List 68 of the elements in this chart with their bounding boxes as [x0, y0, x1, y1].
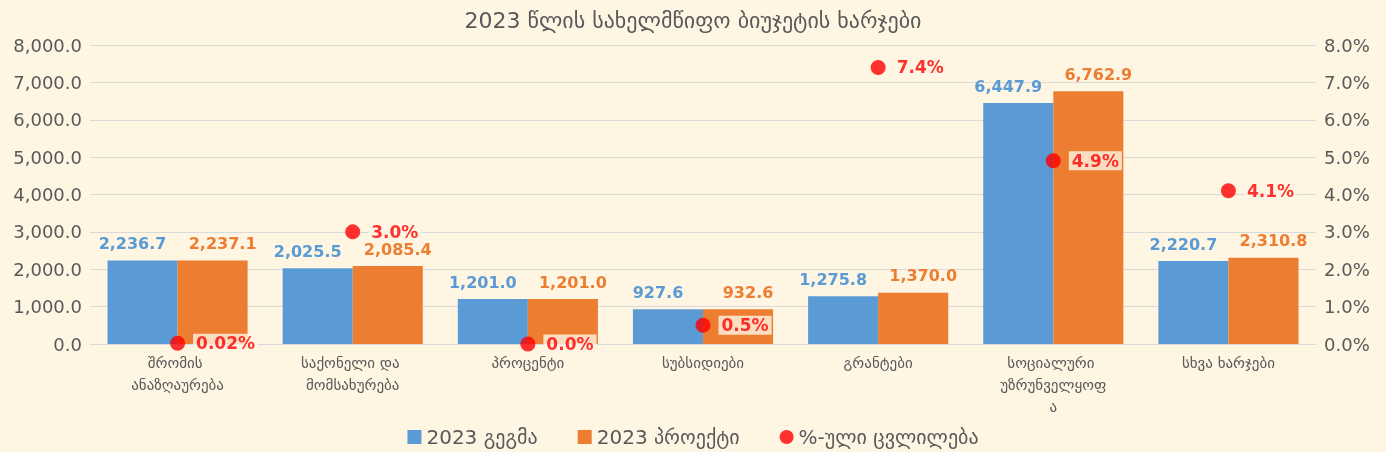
y-tick-label: 4,000.0 [13, 184, 82, 205]
data-label: 1,201.0 [448, 272, 517, 292]
x-tick-label: შრომის ანაზღაურება [131, 354, 224, 394]
data-label: 7.4% [896, 57, 944, 78]
data-label: 2,220.7 [1149, 234, 1218, 254]
y2-tick-label: 2.0% [1324, 258, 1370, 280]
data-label: 2,310.8 [1239, 231, 1308, 251]
bar [983, 103, 1054, 344]
chart-title: 2023 წლის სახელმწიფო ბიუჯეტის ხარჯები [464, 7, 922, 33]
data-label: 0.0% [546, 334, 594, 354]
data-label: 2,085.4 [363, 239, 432, 259]
y2-tick-label: 3.0% [1324, 221, 1370, 243]
x-tick-label: საქონელი და მომსახურება [300, 354, 405, 394]
x-tick-label: სუბსიდიები [661, 354, 745, 372]
y-tick-label: 8,000.0 [13, 34, 82, 56]
data-label: 6,447.9 [974, 76, 1043, 96]
point [520, 336, 536, 352]
y2-tick-label: 4.0% [1324, 184, 1370, 205]
legend-label: 2023 გეგმა [426, 425, 538, 449]
bar [632, 309, 703, 344]
legend-label: %-ული ცვლილება [798, 425, 979, 449]
data-label: 2,236.7 [98, 233, 167, 253]
bar [1053, 91, 1124, 344]
y-tick-label: 0.0 [53, 333, 82, 355]
data-label: 2,237.1 [188, 233, 257, 253]
y-tick-label: 2,000.0 [13, 258, 82, 280]
point [1045, 153, 1061, 169]
data-label: 1,370.0 [889, 266, 958, 286]
x-tick-label: პროცენტი [491, 354, 565, 372]
point [1220, 183, 1236, 199]
x-tick-label: სოციალური უზრუნველყოფა [1000, 354, 1107, 416]
data-label: 1,201.0 [538, 272, 607, 292]
y-tick-label: 7,000.0 [13, 71, 82, 93]
data-label: 927.6 [632, 282, 684, 302]
data-label: 0.02% [196, 333, 256, 354]
bar [1228, 257, 1299, 344]
bar [878, 292, 949, 344]
bar [282, 268, 353, 344]
y2-tick-label: 6.0% [1324, 109, 1370, 131]
y2-tick-label: 0.0% [1324, 333, 1370, 355]
point [170, 335, 186, 351]
data-label: 4.1% [1246, 180, 1295, 201]
point [345, 224, 361, 240]
data-label: 4.9% [1071, 150, 1119, 171]
data-label: 932.6 [722, 282, 774, 302]
data-label: 1,275.8 [799, 269, 868, 289]
y2-tick-label: 8.0% [1324, 34, 1370, 56]
data-label: 3.0% [371, 221, 419, 242]
point [695, 317, 711, 333]
bar [1158, 261, 1229, 344]
y2-tick-label: 7.0% [1324, 71, 1370, 93]
bar [352, 266, 423, 344]
y-tick-label: 6,000.0 [13, 109, 82, 131]
x-tick-label: სხვა ხარჯები [1181, 354, 1276, 372]
data-label: 6,762.9 [1064, 64, 1133, 84]
legend-label: 2023 პროექტი [596, 425, 740, 449]
y-tick-label: 5,000.0 [13, 146, 82, 168]
y-tick-label: 3,000.0 [13, 221, 82, 243]
y2-tick-label: 1.0% [1324, 296, 1370, 318]
y2-tick-label: 5.0% [1324, 146, 1370, 168]
x-tick-label: გრანტები [843, 354, 913, 372]
point [870, 59, 886, 75]
y-tick-label: 1,000.0 [13, 296, 82, 318]
data-label: 2,025.5 [273, 241, 342, 261]
bar [808, 296, 879, 344]
data-label: 0.5% [721, 315, 769, 336]
bar [457, 299, 528, 344]
bar [107, 260, 178, 344]
